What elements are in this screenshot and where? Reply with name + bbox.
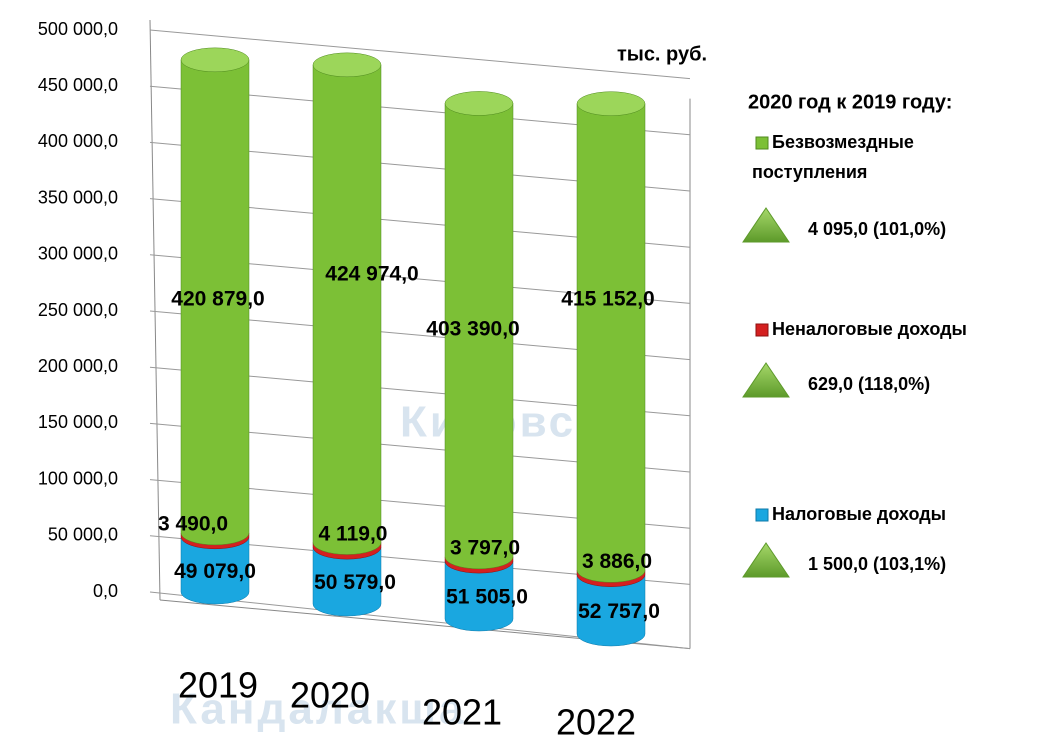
data-label: 403 390,0 xyxy=(426,318,519,341)
bar xyxy=(180,536,250,605)
y-tick-label: 450 000,0 xyxy=(38,75,118,95)
data-label: 52 757,0 xyxy=(578,600,660,623)
x-tick-label: 2022 xyxy=(556,702,636,743)
legend-triangle xyxy=(742,207,790,243)
legend-label: Налоговые доходы xyxy=(772,504,946,524)
legend-label: Безвозмездные поступления xyxy=(752,132,914,182)
bar xyxy=(576,574,646,647)
y-tick-label: 150 000,0 xyxy=(38,412,118,432)
legend-swatch xyxy=(755,323,769,337)
data-label: 49 079,0 xyxy=(174,560,256,583)
y-tick-label: 250 000,0 xyxy=(38,300,118,320)
map-label: Кандалакша xyxy=(170,685,466,734)
y-tick-label: 0,0 xyxy=(93,581,118,601)
bar xyxy=(444,560,514,632)
data-label: 424 974,0 xyxy=(325,263,418,286)
bar xyxy=(576,103,646,583)
bar-cap xyxy=(576,91,646,116)
y-tick-label: 300 000,0 xyxy=(38,244,118,264)
y-tick-label: 100 000,0 xyxy=(38,468,118,488)
bar-cap xyxy=(312,52,382,78)
data-label: 3 886,0 xyxy=(582,550,652,573)
legend-label: Неналоговые доходы xyxy=(772,319,967,339)
bar-cap xyxy=(180,47,250,73)
bar xyxy=(444,103,514,570)
data-label: 50 579,0 xyxy=(314,571,396,594)
data-label: 420 879,0 xyxy=(171,288,264,311)
bar xyxy=(312,546,382,617)
legend-swatch xyxy=(755,136,769,150)
legend-swatch xyxy=(755,508,769,522)
y-tick-label: 350 000,0 xyxy=(38,187,118,207)
unit-label: тыс. руб. xyxy=(617,43,707,65)
data-label: 3 490,0 xyxy=(158,512,228,535)
bar-cap xyxy=(444,91,514,116)
legend-title: 2020 год к 2019 году: xyxy=(748,91,952,113)
x-tick-label: 2020 xyxy=(290,675,370,716)
annotation: 4 095,0 (101,0%) xyxy=(808,219,946,239)
data-label: 3 797,0 xyxy=(450,537,520,560)
bar xyxy=(312,64,382,555)
x-tick-label: 2021 xyxy=(422,692,502,733)
axis-line xyxy=(149,19,161,601)
data-label: 4 119,0 xyxy=(319,523,388,546)
annotation: 1 500,0 (103,1%) xyxy=(808,554,946,574)
annotation: 629,0 (118,0%) xyxy=(808,374,930,394)
data-label: 51 505,0 xyxy=(446,586,528,609)
legend-triangle xyxy=(742,542,790,578)
bar xyxy=(180,59,250,546)
y-tick-label: 500 000,0 xyxy=(38,19,118,39)
y-tick-label: 400 000,0 xyxy=(38,131,118,151)
legend-triangle xyxy=(742,362,790,398)
y-tick-label: 200 000,0 xyxy=(38,356,118,376)
grid-line xyxy=(149,29,691,80)
y-tick-label: 50 000,0 xyxy=(48,525,118,545)
x-tick-label: 2019 xyxy=(178,665,258,706)
data-label: 415 152,0 xyxy=(561,288,654,311)
